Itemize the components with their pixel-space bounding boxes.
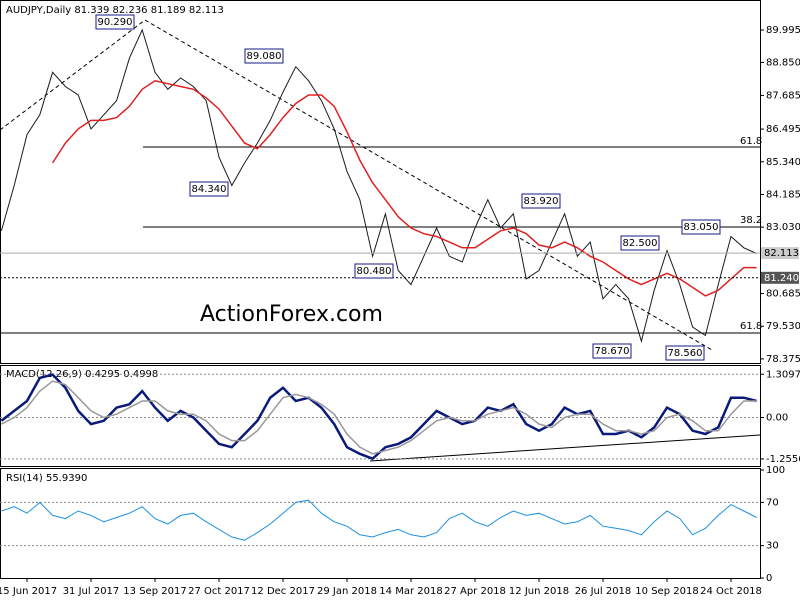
watermark: ActionForex.com xyxy=(200,302,383,327)
y-tick-label: 89.995 xyxy=(766,25,800,36)
fib-label: 38.2 xyxy=(740,215,762,226)
annotation: 78.670 xyxy=(595,346,630,357)
y-tick-label: 86.495 xyxy=(766,124,800,135)
y-tick-label: 83.030 xyxy=(766,222,800,233)
annotation: 78.560 xyxy=(668,348,703,359)
x-tick-label: 14 Mar 2018 xyxy=(379,586,442,597)
series-line xyxy=(1,380,757,455)
rsi-title: RSI(14) 55.9390 xyxy=(6,473,87,484)
annotation-box xyxy=(95,14,135,30)
annotation-box xyxy=(189,181,229,197)
x-tick-label: 12 Jun 2018 xyxy=(509,586,569,597)
y-tick-label: 100 xyxy=(766,465,785,476)
y-tick-label: 79.530 xyxy=(766,321,800,332)
annotation: 83.050 xyxy=(684,222,719,233)
macd-trend-line xyxy=(369,434,761,462)
y-tick-label: 1.3097 xyxy=(766,369,800,380)
annotation: 82.500 xyxy=(623,238,658,249)
annotation-box xyxy=(665,345,705,361)
level-label: 81.240 xyxy=(764,273,799,284)
rsi-panel xyxy=(0,468,761,579)
y-tick-label: 0 xyxy=(766,573,772,584)
y-tick-label: 0.00 xyxy=(766,412,788,423)
y-tick-label: 80.685 xyxy=(766,289,800,300)
annotation: 89.080 xyxy=(247,51,282,62)
x-tick-label: 27 Apr 2018 xyxy=(444,586,506,597)
y-tick-label: 88.850 xyxy=(766,57,800,68)
x-tick-label: 12 Dec 2017 xyxy=(251,586,315,597)
x-tick-label: 10 Sep 2018 xyxy=(635,586,698,597)
x-tick-label: 27 Oct 2017 xyxy=(188,586,250,597)
x-tick-label: 24 Oct 2018 xyxy=(700,586,762,597)
macd-title: MACD(12,26,9) 0.4295 0.4998 xyxy=(6,369,158,380)
x-tick-label: 31 Jul 2017 xyxy=(63,586,120,597)
trend-line xyxy=(144,19,713,351)
y-tick-label: 87.685 xyxy=(766,90,800,101)
fib-label: 61.8 xyxy=(740,321,762,332)
price-panel xyxy=(0,0,761,364)
annotation-box xyxy=(521,193,561,209)
chart-title: AUDJPY,Daily 81.339 82.236 81.189 82.113 xyxy=(6,5,224,16)
annotation-box xyxy=(592,343,632,359)
annotation: 80.480 xyxy=(357,266,392,277)
level-box xyxy=(761,271,799,284)
annotation: 90.290 xyxy=(98,17,133,28)
y-tick-label: 70 xyxy=(766,497,779,508)
annotation-box xyxy=(244,48,284,64)
annotation: 84.340 xyxy=(192,184,227,195)
level-box xyxy=(761,247,799,260)
annotation-box xyxy=(681,219,721,235)
series-line xyxy=(0,28,757,344)
fib-label: 61.8 xyxy=(740,136,762,147)
trend-line xyxy=(0,19,146,131)
level-label: 82.113 xyxy=(764,248,799,259)
annotation-box xyxy=(354,263,394,279)
y-tick-label: 78.375 xyxy=(766,354,800,365)
series-line xyxy=(51,79,757,297)
y-tick-label: 30 xyxy=(766,541,779,552)
x-tick-label: 13 Sep 2017 xyxy=(123,586,186,597)
annotation-box xyxy=(620,235,660,251)
x-tick-label: 15 Jun 2017 xyxy=(0,586,57,597)
y-tick-label: 84.185 xyxy=(766,189,800,200)
x-tick-label: 26 Jul 2018 xyxy=(575,586,632,597)
macd-panel xyxy=(0,365,761,467)
y-tick-label: 85.340 xyxy=(766,157,800,168)
series-line xyxy=(1,499,757,541)
x-tick-label: 29 Jan 2018 xyxy=(317,586,377,597)
y-tick-label: -1.2556 xyxy=(766,454,800,465)
annotation: 83.920 xyxy=(524,196,559,207)
series-line xyxy=(0,373,757,461)
